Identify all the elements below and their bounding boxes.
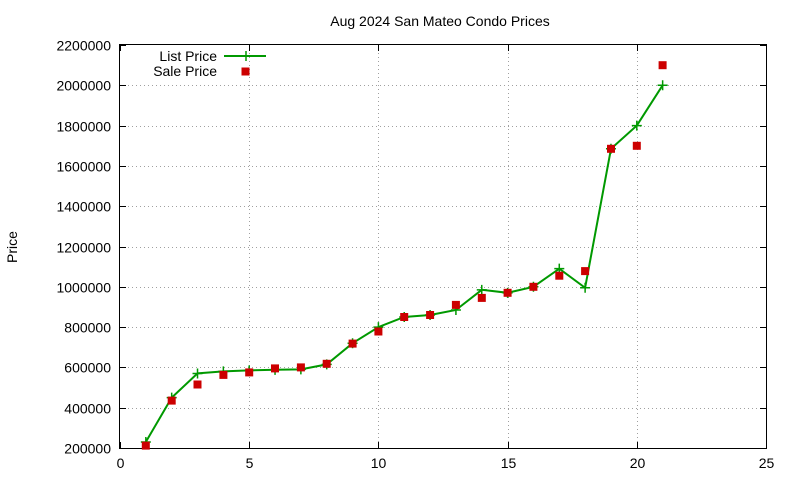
- sale-price-point: [193, 380, 202, 389]
- legend-swatch-list-price-marker: [241, 51, 251, 61]
- y-tick-label: 1800000: [56, 119, 111, 135]
- legend-label-sale-price: Sale Price: [153, 63, 217, 79]
- sale-price-point: [296, 363, 305, 372]
- list-price-line: [144, 84, 664, 443]
- x-tick-label: 20: [630, 455, 646, 471]
- list-price-point: [580, 282, 591, 293]
- sale-price-point: [348, 339, 357, 348]
- x-tick-label: 5: [246, 455, 254, 471]
- chart-title: Aug 2024 San Mateo Condo Prices: [330, 13, 549, 29]
- sale-price-point: [219, 370, 228, 379]
- sale-price-point: [477, 293, 486, 302]
- sale-price-point: [503, 288, 512, 297]
- axis-ticks: 0 5 10 15 20 25 200000 400000 600000 800000 100000…: [56, 38, 774, 472]
- y-axis-label: Price: [4, 231, 20, 263]
- y-tick-label: 2200000: [56, 38, 111, 54]
- sale-price-point: [555, 271, 564, 280]
- y-tick-label: 800000: [64, 320, 111, 336]
- sale-price-point: [529, 282, 538, 291]
- y-tick-label: 2000000: [56, 78, 111, 94]
- x-tick-label: 25: [759, 455, 775, 471]
- sale-price-point: [167, 396, 176, 405]
- sale-price-point: [322, 359, 331, 368]
- plot-frame: [119, 44, 767, 449]
- y-tick-label: 1400000: [56, 199, 111, 215]
- y-tick-label: 1600000: [56, 159, 111, 175]
- y-tick-label: 600000: [64, 360, 111, 376]
- sale-price-point: [632, 141, 641, 150]
- y-tick-label: 400000: [64, 401, 111, 417]
- y-tick-label: 200000: [64, 441, 111, 457]
- data-series: [140, 61, 668, 450]
- list-price-point: [476, 284, 487, 295]
- x-tick-label: 15: [501, 455, 517, 471]
- list-price-point: [631, 120, 642, 131]
- sale-price-point: [451, 300, 460, 309]
- sale-price-point: [141, 441, 150, 450]
- sale-price-point: [581, 267, 590, 276]
- x-tick-label: 0: [117, 455, 125, 471]
- list-price-point: [657, 80, 668, 91]
- legend-label-list-price: List Price: [159, 48, 217, 64]
- sale-price-point: [426, 311, 435, 319]
- grid-lines: [120, 45, 766, 448]
- sale-price-point: [374, 327, 383, 336]
- y-tick-label: 1200000: [56, 240, 111, 256]
- sale-price-point: [245, 368, 254, 377]
- sale-price-point: [607, 144, 615, 153]
- y-tick-label: 1000000: [56, 280, 111, 296]
- sale-price-point: [271, 364, 279, 373]
- list-price-point: [192, 368, 203, 379]
- legend-swatch-sale-price-marker: [241, 67, 250, 76]
- sale-price-point: [400, 313, 409, 321]
- legend: List Price Sale Price: [153, 48, 266, 79]
- x-tick-label: 10: [371, 455, 387, 471]
- sale-price-point: [658, 61, 667, 70]
